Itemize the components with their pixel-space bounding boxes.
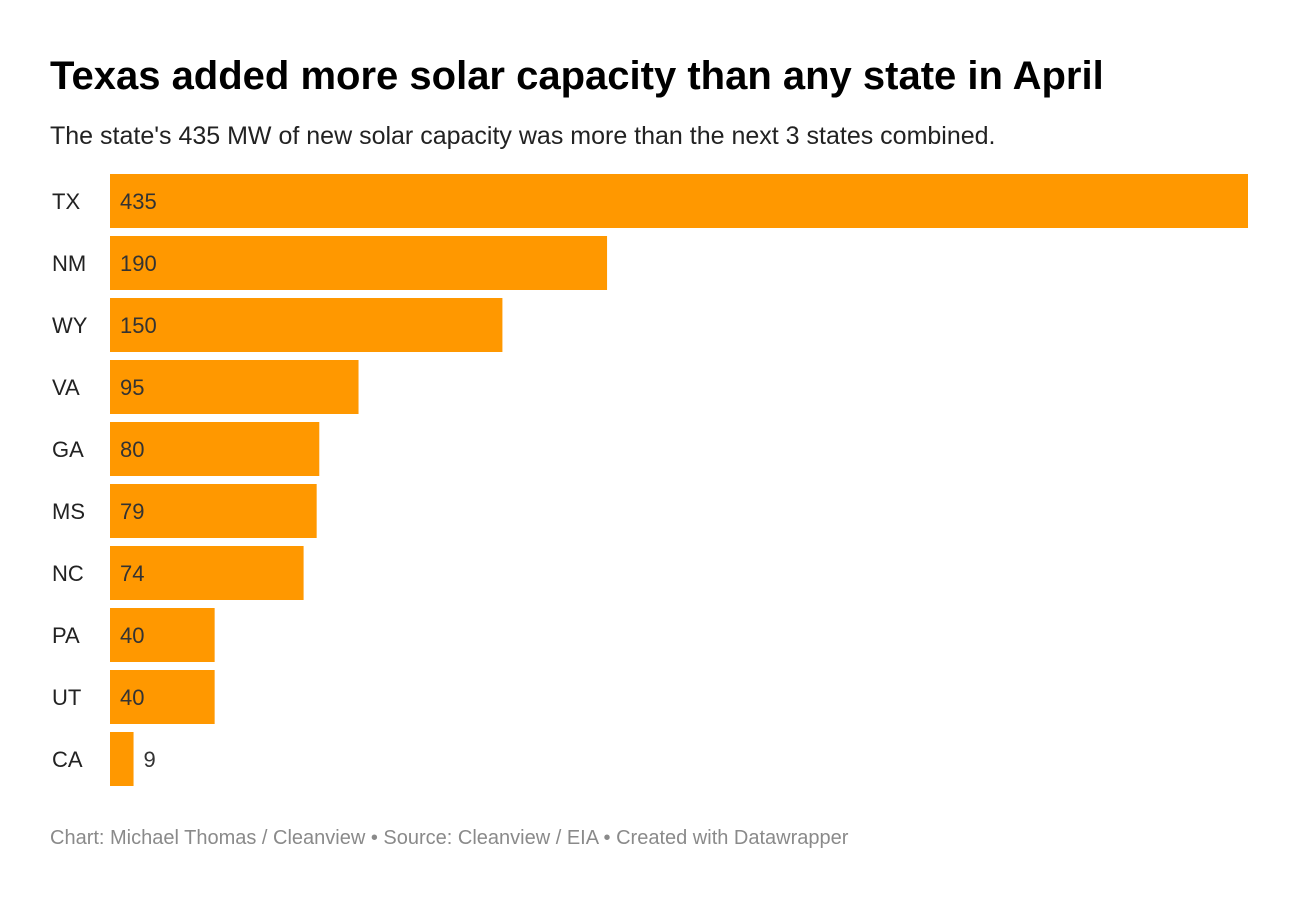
category-label-pa: PA [52, 623, 80, 648]
category-label-va: VA [52, 375, 80, 400]
category-label-ga: GA [52, 437, 84, 462]
category-label-ms: MS [52, 499, 85, 524]
bar-pa [110, 608, 215, 662]
chart-subtitle: The state's 435 MW of new solar capacity… [50, 122, 996, 150]
chart-title: Texas added more solar capacity than any… [50, 54, 1104, 98]
bar-tx [110, 174, 1248, 228]
category-label-tx: TX [52, 189, 80, 214]
value-label-nm: 190 [120, 251, 157, 276]
bar-nm [110, 236, 608, 290]
bar-ut [110, 670, 215, 724]
value-label-ms: 79 [120, 499, 144, 524]
category-label-nm: NM [52, 251, 86, 276]
bar-ca [110, 732, 134, 786]
chart-footer-credit: Chart: Michael Thomas / Cleanview • Sour… [50, 827, 849, 849]
bar-va [110, 360, 359, 414]
value-label-ca: 9 [144, 747, 156, 772]
bar-nc [110, 546, 304, 600]
bar-ga [110, 422, 320, 476]
category-label-wy: WY [52, 313, 88, 338]
value-label-tx: 435 [120, 189, 157, 214]
category-label-nc: NC [52, 561, 84, 586]
category-label-ca: CA [52, 747, 83, 772]
value-label-nc: 74 [120, 561, 144, 586]
value-label-wy: 150 [120, 313, 157, 338]
category-label-ut: UT [52, 685, 81, 710]
bar-ms [110, 484, 317, 538]
value-label-ga: 80 [120, 437, 144, 462]
bar-wy [110, 298, 503, 352]
value-label-va: 95 [120, 375, 144, 400]
value-label-ut: 40 [120, 685, 144, 710]
value-label-pa: 40 [120, 623, 144, 648]
